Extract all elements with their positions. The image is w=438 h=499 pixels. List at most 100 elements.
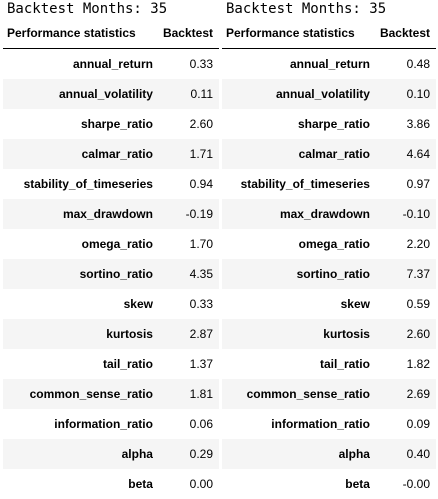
table-row: skew 0.59: [222, 289, 436, 319]
statistic-name: kurtosis: [3, 319, 159, 349]
table-row: sharpe_ratio 3.86: [222, 109, 436, 139]
statistic-value: 0.33: [189, 57, 213, 71]
table-row: sortino_ratio 4.35: [3, 259, 219, 289]
statistic-name: max_drawdown: [3, 199, 159, 229]
statistic-name: max_drawdown: [222, 199, 376, 229]
statistic-value: 0.11: [158, 79, 219, 109]
statistic-value: 2.60: [189, 117, 213, 131]
statistic-name: tail_ratio: [102, 357, 153, 371]
statistic-value: 0.00: [189, 477, 213, 491]
statistic-name: annual_return: [289, 57, 370, 71]
table-row: annual_volatility 0.11: [3, 79, 219, 109]
statistic-name: annual_return: [72, 57, 153, 71]
statistic-value: 4.64: [375, 139, 436, 169]
statistic-value: 2.87: [158, 319, 219, 349]
table-row: annual_volatility 0.10: [222, 79, 436, 109]
table-body: annual_return 0.48 annual_volatility 0.10 sh…: [222, 49, 436, 499]
table-row: tail_ratio 1.37: [3, 349, 219, 379]
table-header-row: Performance statistics Backtest: [222, 18, 436, 49]
backtest-months-heading: Backtest Months: 35: [226, 1, 387, 17]
column-header-backtest: Backtest: [375, 18, 436, 49]
statistic-value: 2.69: [375, 379, 436, 409]
statistic-name: common_sense_ratio: [3, 379, 159, 409]
table-row: beta 0.00: [3, 469, 219, 499]
table-row: omega_ratio 2.20: [222, 229, 436, 259]
statistic-value: 0.29: [158, 439, 219, 469]
statistic-value: 0.10: [375, 79, 436, 109]
statistic-value: -0.19: [158, 199, 219, 229]
statistic-name: alpha: [222, 439, 376, 469]
statistic-value: 1.81: [158, 379, 219, 409]
table-row: information_ratio 0.09: [222, 409, 436, 439]
table-row: calmar_ratio 1.71: [3, 139, 219, 169]
statistic-name: calmar_ratio: [3, 139, 159, 169]
column-header-statistics: Performance statistics: [222, 18, 376, 49]
table-row: common_sense_ratio 1.81: [3, 379, 219, 409]
statistic-value: -0.10: [375, 199, 436, 229]
statistic-name: beta: [345, 477, 370, 491]
table-row: stability_of_timeseries 0.94: [3, 169, 219, 199]
statistic-name: alpha: [3, 439, 159, 469]
statistic-value: 0.59: [406, 297, 430, 311]
table-row: calmar_ratio 4.64: [222, 139, 436, 169]
statistic-value: 0.94: [189, 177, 213, 191]
statistic-name: tail_ratio: [319, 357, 370, 371]
statistic-value: 2.20: [406, 237, 430, 251]
statistic-value: 1.71: [158, 139, 219, 169]
table-row: annual_return 0.48: [222, 49, 436, 80]
statistic-name: sortino_ratio: [222, 259, 376, 289]
table-row: beta -0.00: [222, 469, 436, 499]
table-row: tail_ratio 1.82: [222, 349, 436, 379]
statistic-name: stability_of_timeseries: [23, 177, 153, 191]
table-row: annual_return 0.33: [3, 49, 219, 80]
statistic-value: 2.60: [375, 319, 436, 349]
table-header-row: Performance statistics Backtest: [3, 18, 219, 49]
table-row: omega_ratio 1.70: [3, 229, 219, 259]
performance-table: Performance statistics Backtest annual_r…: [3, 18, 219, 499]
statistic-value: 0.48: [406, 57, 430, 71]
statistic-name: omega_ratio: [298, 237, 370, 251]
statistic-value: 0.97: [406, 177, 430, 191]
statistic-name: sortino_ratio: [3, 259, 159, 289]
statistic-name: omega_ratio: [81, 237, 153, 251]
table-row: kurtosis 2.60: [222, 319, 436, 349]
statistic-value: -0.00: [402, 477, 430, 491]
statistic-value: 0.33: [189, 297, 213, 311]
statistic-value: 4.35: [158, 259, 219, 289]
table-row: skew 0.33: [3, 289, 219, 319]
statistic-value: 3.86: [406, 117, 430, 131]
performance-panel-right: Backtest Months: 35 Performance statisti…: [222, 0, 436, 499]
table-row: sharpe_ratio 2.60: [3, 109, 219, 139]
statistic-name: sharpe_ratio: [297, 117, 370, 131]
statistic-value: 0.09: [406, 417, 430, 431]
statistic-name: information_ratio: [54, 417, 153, 431]
backtest-months-heading: Backtest Months: 35: [7, 1, 168, 17]
statistic-value: 1.70: [189, 237, 213, 251]
statistic-name: beta: [128, 477, 153, 491]
table-row: alpha 0.29: [3, 439, 219, 469]
table-row: alpha 0.40: [222, 439, 436, 469]
statistic-value: 1.82: [406, 357, 430, 371]
statistic-value: 0.06: [189, 417, 213, 431]
table-row: common_sense_ratio 2.69: [222, 379, 436, 409]
statistic-value: 1.37: [189, 357, 213, 371]
performance-table: Performance statistics Backtest annual_r…: [222, 18, 436, 499]
statistic-name: sharpe_ratio: [80, 117, 153, 131]
statistic-name: skew: [340, 297, 370, 311]
statistic-name: kurtosis: [222, 319, 376, 349]
statistic-name: skew: [123, 297, 153, 311]
statistic-name: information_ratio: [271, 417, 370, 431]
statistic-name: annual_volatility: [3, 79, 159, 109]
performance-panel-left: Backtest Months: 35 Performance statisti…: [3, 0, 219, 499]
column-header-statistics: Performance statistics: [3, 18, 159, 49]
statistic-name: annual_volatility: [222, 79, 376, 109]
table-row: information_ratio 0.06: [3, 409, 219, 439]
table-row: kurtosis 2.87: [3, 319, 219, 349]
table-row: stability_of_timeseries 0.97: [222, 169, 436, 199]
statistic-name: common_sense_ratio: [222, 379, 376, 409]
table-row: max_drawdown -0.10: [222, 199, 436, 229]
statistic-value: 0.40: [375, 439, 436, 469]
statistic-value: 7.37: [375, 259, 436, 289]
statistic-name: calmar_ratio: [222, 139, 376, 169]
column-header-backtest: Backtest: [158, 18, 219, 49]
